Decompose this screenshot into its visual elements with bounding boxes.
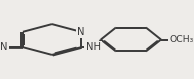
Text: OCH₃: OCH₃ [169,35,193,44]
Text: N: N [0,42,8,52]
Text: N: N [77,27,85,37]
Text: NH: NH [86,42,101,52]
